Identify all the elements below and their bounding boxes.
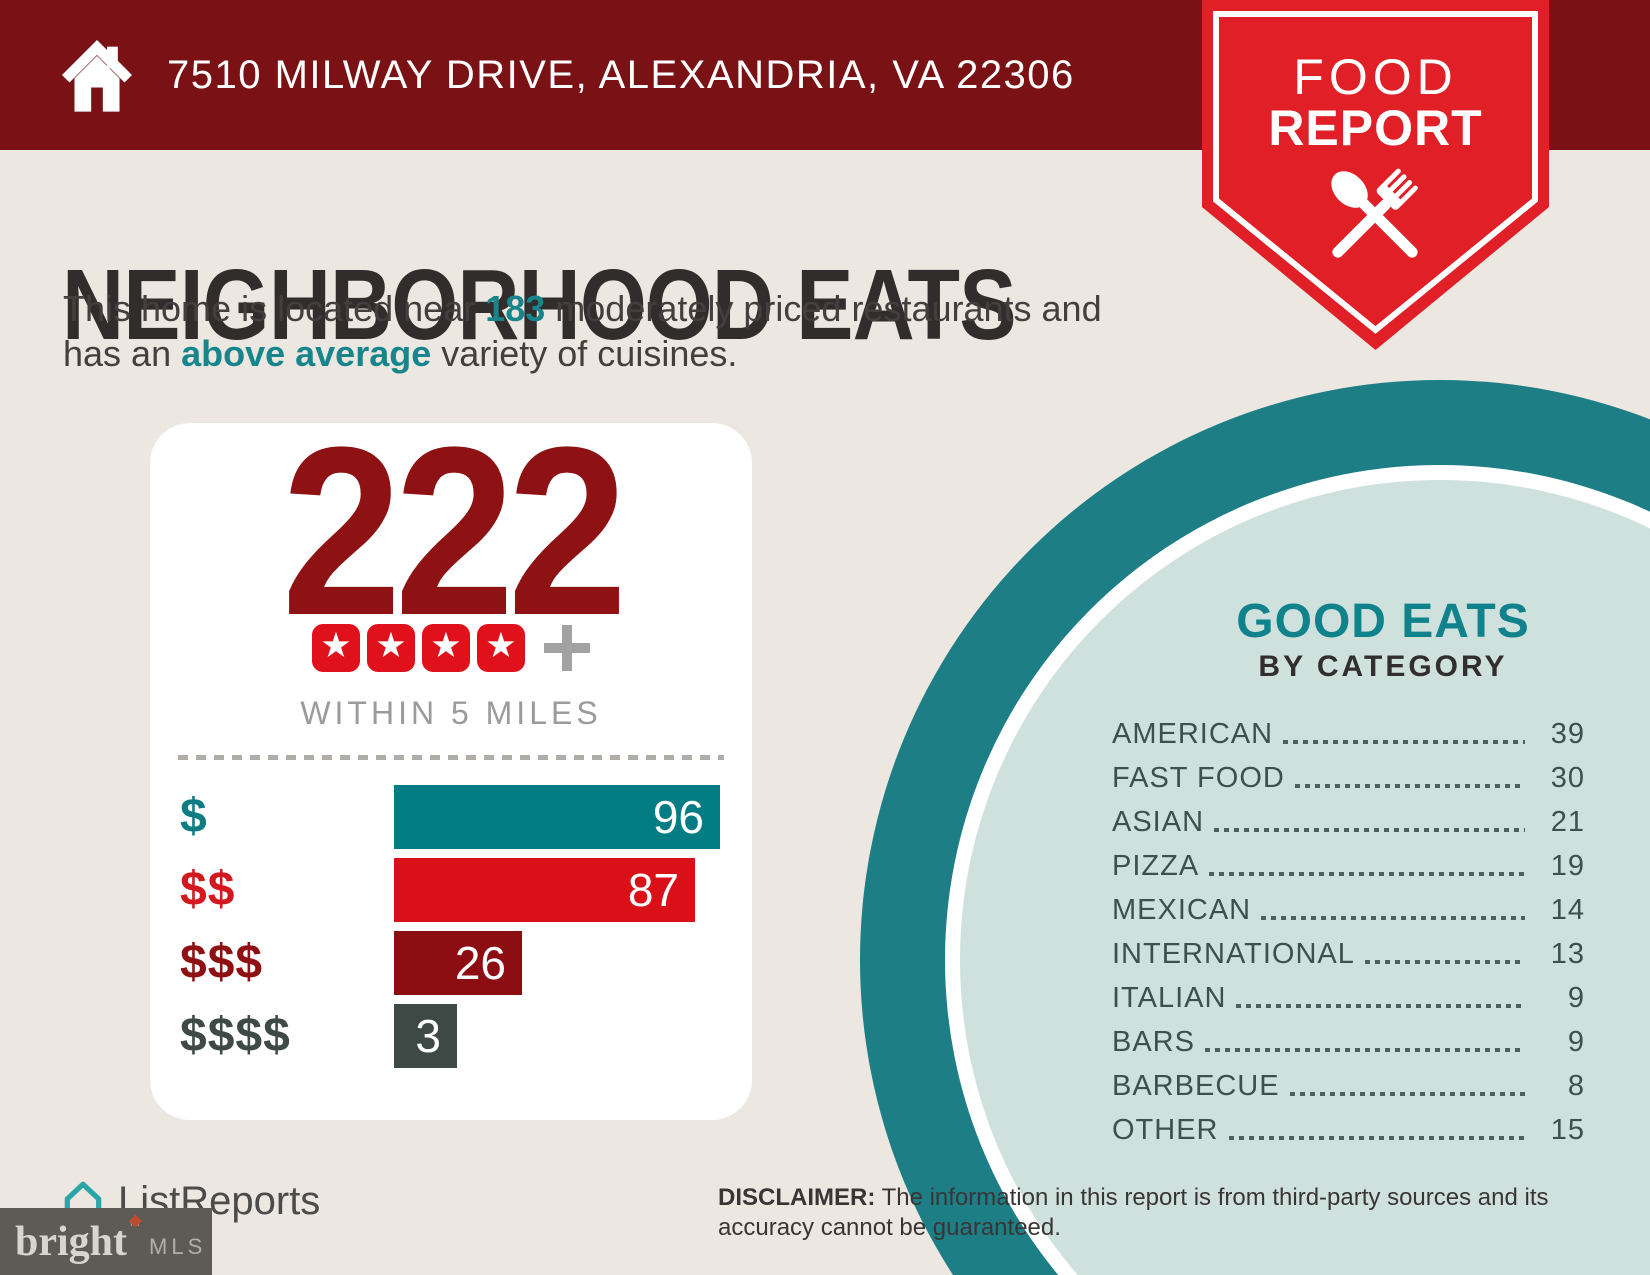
good-eats-subtitle: BY CATEGORY (1258, 650, 1508, 683)
price-tier-value: 26 (454, 937, 506, 989)
intro-line2: has an above average variety of cuisines… (63, 333, 738, 374)
bright-wordmark: bright™ (15, 1214, 143, 1263)
category-row: BARBECUE 8 (1112, 1064, 1585, 1108)
category-count: 19 (1550, 849, 1585, 882)
category-row: ITALIAN 9 (1112, 976, 1585, 1020)
category-label: ASIAN (1112, 805, 1205, 838)
category-count: 15 (1550, 1113, 1585, 1146)
maple-leaf-icon (129, 1214, 143, 1228)
category-row: OTHER 15 (1112, 1108, 1585, 1152)
dotted-leader (1204, 1048, 1525, 1052)
page-title: NEIGHBORHOOD EATS (62, 249, 1017, 361)
category-label: BARS (1112, 1025, 1195, 1058)
category-row: FAST FOOD 30 (1112, 756, 1585, 800)
category-row: PIZZA 19 (1112, 844, 1585, 888)
category-label: AMERICAN (1112, 717, 1274, 750)
category-count: 39 (1550, 717, 1585, 750)
category-count: 8 (1567, 1069, 1585, 1102)
spoon-fork-crossed-icon (1331, 168, 1418, 258)
category-label: MEXICAN (1112, 893, 1252, 926)
dotted-leader (1364, 960, 1525, 964)
yelp-star-icon: ★ (367, 624, 415, 672)
dotted-leader (1236, 1004, 1525, 1008)
category-count: 13 (1550, 937, 1585, 970)
category-label: OTHER (1112, 1113, 1219, 1146)
price-tier-label: $$$$ (180, 1009, 291, 1062)
price-tier-value: 87 (627, 864, 679, 916)
plus-icon (544, 625, 590, 671)
home-icon (62, 40, 132, 112)
restaurant-count-card: 222 ★ ★ ★ ★ WITHIN 5 MILES $96 $$ 87 $$$ 26 $$$$… (150, 397, 752, 1120)
category-list: AMERICAN 39 FAST FOOD 30 ASIAN 21 PIZZA 19 MEXIC… (1112, 712, 1585, 1152)
yelp-star-icon: ★ (422, 624, 470, 672)
price-tier-bar-chart: $96 $$ 87 $$$ 26 $$$$ 3 (180, 785, 732, 1077)
dotted-leader (1283, 740, 1525, 744)
price-tier-label: $ (180, 790, 208, 843)
category-row: AMERICAN 39 (1112, 712, 1585, 756)
price-tier-row: $96 (180, 785, 732, 849)
price-tier-row: $$ 87 (180, 858, 732, 922)
ribbon-title-line1: FOOD (1293, 49, 1458, 105)
category-label: ITALIAN (1112, 981, 1227, 1014)
ribbon-shape (1202, 0, 1549, 350)
price-tier-row: $$$ 26 (180, 931, 732, 995)
disclaimer-label: DISCLAIMER: (718, 1184, 876, 1211)
category-label: INTERNATIONAL (1112, 937, 1355, 970)
disclaimer-text: DISCLAIMER: The information in this repo… (718, 1184, 1549, 1241)
dotted-leader (1214, 828, 1525, 832)
category-row: ASIAN 21 (1112, 800, 1585, 844)
restaurant-count: 183 (485, 288, 546, 329)
category-label: FAST FOOD (1112, 761, 1285, 794)
price-tier-bar: 26 (394, 931, 522, 995)
price-tier-bar: 96 (394, 785, 720, 849)
category-row: BARS 9 (1112, 1020, 1585, 1064)
category-label: BARBECUE (1112, 1069, 1280, 1102)
price-tier-bar: 3 (394, 1004, 457, 1068)
category-count: 14 (1550, 893, 1585, 926)
category-count: 9 (1567, 1025, 1585, 1058)
dotted-leader (1261, 916, 1525, 920)
food-report-ribbon: FOOD REPORT (1202, 0, 1549, 350)
intro-text: This home is located near 183 moderately… (63, 286, 1102, 376)
property-address: 7510 MILWAY DRIVE, ALEXANDRIA, VA 22306 (167, 52, 1075, 97)
total-restaurants: 222 (281, 397, 628, 665)
dashed-divider (178, 755, 724, 760)
price-tier-label: $$ (180, 863, 236, 916)
category-row: INTERNATIONAL 13 (1112, 932, 1585, 976)
mls-wordmark: MLS (149, 1233, 207, 1259)
listreports-house-icon (64, 1181, 102, 1224)
good-eats-title: GOOD EATS (1236, 595, 1530, 648)
dotted-leader (1209, 872, 1525, 876)
price-tier-bar: 87 (394, 858, 695, 922)
dotted-leader (1294, 784, 1525, 788)
bright-mls-logo: bright™ MLS (0, 1208, 212, 1275)
yelp-star-icon: ★ (312, 624, 360, 672)
rating-stars-row: ★ ★ ★ ★ (150, 623, 752, 673)
price-tier-row: $$$$ 3 (180, 1004, 732, 1068)
category-row: MEXICAN 14 (1112, 888, 1585, 932)
price-tier-value: 3 (415, 1010, 441, 1062)
yelp-star-icon: ★ (477, 624, 525, 672)
category-label: PIZZA (1112, 849, 1200, 882)
category-count: 21 (1550, 805, 1585, 838)
price-tier-value: 96 (652, 791, 704, 843)
category-count: 30 (1550, 761, 1585, 794)
price-tier-label: $$$ (180, 936, 264, 989)
dotted-leader (1228, 1136, 1525, 1140)
intro-line1: This home is located near 183 moderately… (63, 288, 1102, 329)
dotted-leader (1289, 1092, 1525, 1096)
ribbon-title-line2: REPORT (1268, 100, 1483, 156)
variety-highlight: above average (181, 333, 432, 374)
radius-label: WITHIN 5 MILES (300, 695, 602, 731)
category-count: 9 (1567, 981, 1585, 1014)
